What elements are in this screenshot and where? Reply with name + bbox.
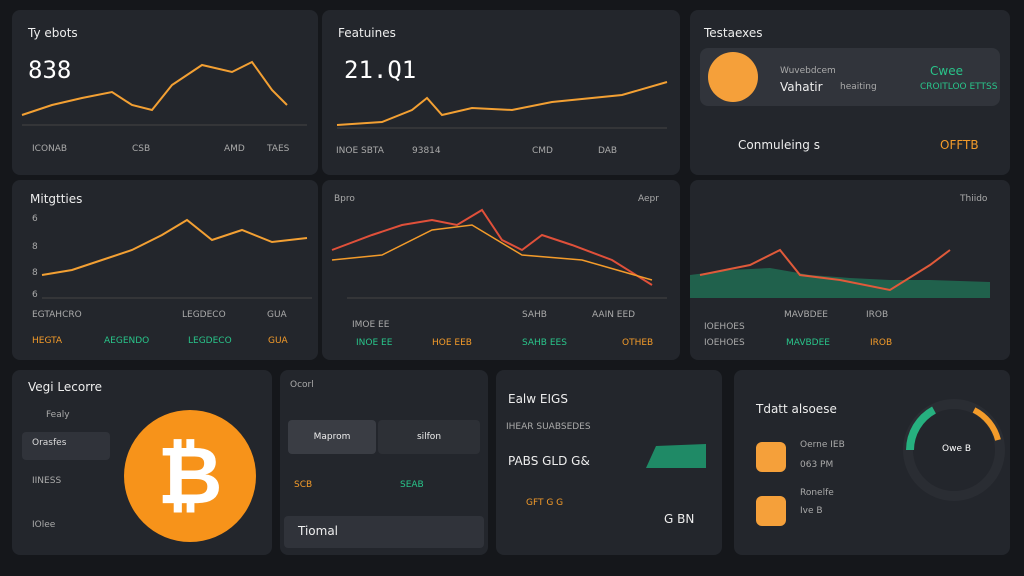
axis-label: 8 bbox=[32, 242, 38, 252]
label: TAES bbox=[267, 144, 290, 154]
axis-label: 6 bbox=[32, 290, 38, 300]
label: CSB bbox=[132, 144, 151, 154]
panel: Tdatt alsoese Oerne IEB 063 PM Ronelfe I… bbox=[734, 370, 1010, 555]
title: Ty ebots bbox=[28, 26, 78, 40]
label: AMD bbox=[224, 144, 245, 154]
ring bbox=[903, 399, 1005, 501]
title: Tdatt alsoese bbox=[756, 402, 837, 416]
label: SAHB bbox=[522, 310, 547, 320]
label: MAVBDEE bbox=[784, 310, 828, 320]
label: OTHEB bbox=[622, 338, 654, 348]
panel: Bpro Aepr IMOE EE SAHB AAIN EED INOE EE … bbox=[322, 180, 680, 360]
chart-line bbox=[21, 60, 307, 126]
panel: Ealw EIGS IHEAR SUABSEDES PABS GLD G& GF… bbox=[496, 370, 722, 555]
label: Conmuleing s bbox=[738, 138, 820, 152]
panel: Featuines 21.Q1 INOE SBTA 93814 CMD DAB bbox=[322, 10, 680, 175]
label: 93814 bbox=[412, 146, 441, 156]
tab[interactable]: silfon bbox=[378, 420, 480, 454]
menu-item[interactable]: Fealy bbox=[46, 410, 70, 420]
chart-area bbox=[690, 248, 990, 298]
label: INOE EE bbox=[356, 338, 393, 348]
value: G BN bbox=[664, 512, 695, 526]
label: AEGENDO bbox=[104, 336, 150, 346]
value: 838 bbox=[28, 56, 72, 84]
chart-line bbox=[331, 208, 667, 299]
label: HEGTA bbox=[32, 336, 63, 346]
title: Testaexes bbox=[704, 26, 763, 40]
label: LEGDECO bbox=[182, 310, 226, 320]
title: Thiido bbox=[960, 194, 988, 204]
label: IROB bbox=[870, 338, 893, 348]
menu-item[interactable]: IOlee bbox=[32, 520, 56, 530]
label: SEAB bbox=[400, 480, 424, 490]
item: PABS GLD G& bbox=[508, 454, 590, 468]
title: Mitgtties bbox=[30, 192, 83, 206]
label: MAVBDEE bbox=[786, 338, 830, 348]
label: SAHB EES bbox=[522, 338, 567, 348]
panel: Thiido IOEHOES MAVBDEE IROB IOEHOES MAVB… bbox=[690, 180, 1010, 360]
label: IROB bbox=[866, 310, 889, 320]
label: EGTAHCRO bbox=[32, 310, 82, 320]
icon bbox=[756, 442, 786, 472]
icon bbox=[708, 52, 758, 102]
label: GUA bbox=[268, 336, 288, 346]
label: GUA bbox=[267, 310, 287, 320]
label: CROITLOO ETTSS bbox=[920, 82, 998, 92]
item: GFT G G bbox=[526, 498, 564, 508]
label: Wuvebdcem bbox=[780, 66, 836, 76]
label: Oerne IEB bbox=[800, 440, 845, 450]
value: OFFTB bbox=[940, 138, 979, 152]
icon bbox=[756, 496, 786, 526]
label: IOEHOES bbox=[704, 322, 745, 332]
label: CMD bbox=[532, 146, 553, 156]
name: Vahatir bbox=[780, 80, 823, 94]
label: heaiting bbox=[840, 82, 877, 92]
label: LEGDECO bbox=[188, 336, 232, 346]
status: Cwee bbox=[930, 64, 963, 78]
title: Ealw EIGS bbox=[508, 392, 568, 406]
label: IOEHOES bbox=[704, 338, 745, 348]
value: 063 PM bbox=[800, 460, 834, 470]
label: Ronelfe bbox=[800, 488, 834, 498]
label: ICONAB bbox=[32, 144, 68, 154]
logo: ₿ bbox=[124, 410, 256, 542]
label: HOE EEB bbox=[432, 338, 472, 348]
card: Wuvebdcem Vahatir heaiting Cwee CROITLOO… bbox=[700, 48, 1000, 106]
chart-candles bbox=[41, 218, 312, 299]
axis-label: 8 bbox=[32, 268, 38, 278]
label: Aepr bbox=[638, 194, 659, 204]
label: INOE SBTA bbox=[336, 146, 384, 156]
label: IHEAR SUABSEDES bbox=[506, 422, 591, 432]
menu-item[interactable]: IINESS bbox=[32, 476, 62, 486]
title: Vegi Lecorre bbox=[28, 380, 102, 394]
panel: Mitgtties 6 8 8 6 EGTAHCRO LEGDECO GUA H… bbox=[12, 180, 318, 360]
title: Ocorl bbox=[290, 380, 314, 390]
panel: Ty ebots 838 ICONAB CSB AMD TAES bbox=[12, 10, 318, 175]
panel: Vegi Lecorre Fealy Orasfes IINESS IOlee … bbox=[12, 370, 272, 555]
chart-line bbox=[336, 81, 668, 129]
value: 21.Q1 bbox=[344, 56, 417, 84]
label: IMOE EE bbox=[352, 320, 390, 330]
tab[interactable]: Maprom bbox=[288, 420, 376, 454]
title: Featuines bbox=[338, 26, 396, 40]
menu-item[interactable]: Orasfes bbox=[22, 432, 110, 460]
button[interactable]: Tiomal bbox=[284, 516, 484, 548]
value: Owe B bbox=[942, 444, 972, 454]
panel: Testaexes Wuvebdcem Vahatir heaiting Cwe… bbox=[690, 10, 1010, 175]
value: Ive B bbox=[800, 506, 823, 516]
axis-label: 6 bbox=[32, 214, 38, 224]
label: AAIN EED bbox=[592, 310, 636, 320]
label: SCB bbox=[294, 480, 313, 490]
title: Bpro bbox=[334, 194, 355, 204]
label: DAB bbox=[598, 146, 618, 156]
icon bbox=[646, 444, 706, 468]
panel: Ocorl Maprom silfon SCB SEAB Tiomal bbox=[280, 370, 488, 555]
